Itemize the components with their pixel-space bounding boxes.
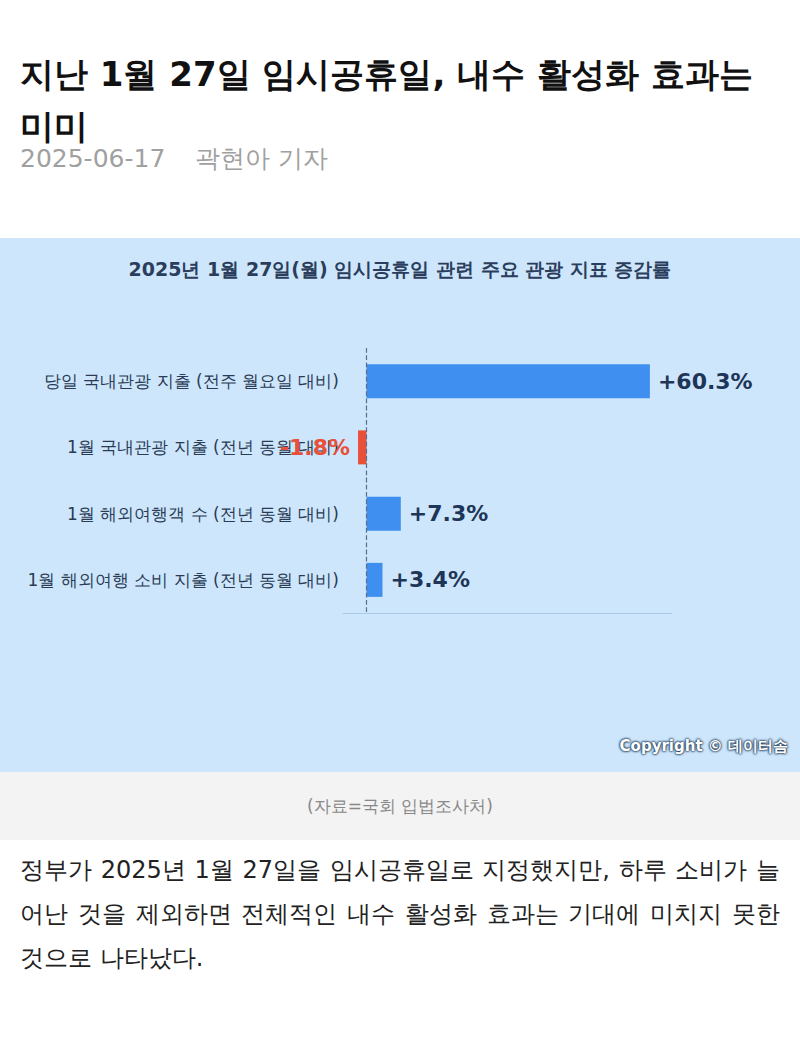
svg-text:1월 해외여행 소비 지출 (전년 동월 대비): 1월 해외여행 소비 지출 (전년 동월 대비) [27, 570, 339, 590]
svg-text:-1.8%: -1.8% [280, 435, 350, 460]
svg-text:당일 국내관광 지출 (전주 월요일 대비): 당일 국내관광 지출 (전주 월요일 대비) [44, 371, 339, 391]
html-text:Copyright © 데이터솜: Copyright © 데이터솜 [619, 737, 788, 755]
svg-text:+7.3%: +7.3% [409, 501, 488, 526]
html-text:곽현아 기자: 곽현아 기자 [195, 144, 329, 173]
html-text:(자료=국회 입법조사처): (자료=국회 입법조사처) [307, 796, 493, 816]
svg-text:+60.3%: +60.3% [658, 369, 753, 394]
svg-text:1월 국내관광 지출 (전년 동월 대비): 1월 국내관광 지출 (전년 동월 대비) [66, 437, 339, 458]
html-text:지난 1월 27일 임시공휴일, 내수 활성화 효과는 미미: 지난 1월 27일 임시공휴일, 내수 활성화 효과는 미미 [20, 54, 753, 146]
html-text:2025-06-17: 2025-06-17 [20, 144, 166, 173]
svg-text:1월 해외여행객 수 (전년 동월 대비): 1월 해외여행객 수 (전년 동월 대비) [67, 504, 339, 524]
html-text:정부가 2025년 1월 27일을 임시공휴일로 지정했지만: 정부가 2025년 1월 27일을 임시공휴일로 지정했지만, 하루 소비가 늘… [20, 856, 780, 972]
svg-text:2025년 1월 27일(월) 임시공휴일 관련 주요 관광: 2025년 1월 27일(월) 임시공휴일 관련 주요 관광 지표 증감률 [129, 258, 672, 280]
svg-text:+3.4%: +3.4% [390, 567, 469, 592]
